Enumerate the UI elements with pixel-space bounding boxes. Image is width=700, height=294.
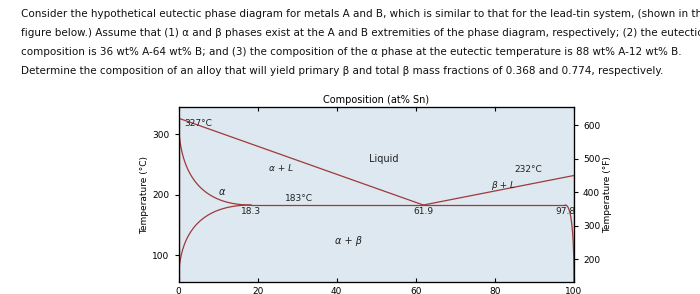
Text: Consider the hypothetical eutectic phase diagram for metals A and B, which is si: Consider the hypothetical eutectic phase… xyxy=(21,9,700,19)
Text: 232°C: 232°C xyxy=(514,165,542,174)
Text: 97.8: 97.8 xyxy=(555,207,575,216)
Text: β + L: β + L xyxy=(491,181,514,190)
Text: α + L: α + L xyxy=(270,164,293,173)
Y-axis label: Temperature (°F): Temperature (°F) xyxy=(603,156,612,233)
Text: 61.9: 61.9 xyxy=(413,207,433,216)
Y-axis label: Temperature (°C): Temperature (°C) xyxy=(141,156,149,234)
Text: 327°C: 327°C xyxy=(184,119,212,128)
Text: figure below.) Assume that (1) α and β phases exist at the A and B extremities o: figure below.) Assume that (1) α and β p… xyxy=(21,28,700,38)
Text: Liquid: Liquid xyxy=(370,153,399,163)
Text: α + β: α + β xyxy=(335,236,362,246)
Text: α: α xyxy=(219,187,225,197)
Text: 18.3: 18.3 xyxy=(241,207,261,216)
Text: 183°C: 183°C xyxy=(286,194,314,203)
Text: composition is 36 wt% A-64 wt% B; and (3) the composition of the α phase at the : composition is 36 wt% A-64 wt% B; and (3… xyxy=(21,47,682,57)
Text: Determine the composition of an alloy that will yield primary β and total β mass: Determine the composition of an alloy th… xyxy=(21,66,664,76)
Title: Composition (at% Sn): Composition (at% Sn) xyxy=(323,95,429,105)
